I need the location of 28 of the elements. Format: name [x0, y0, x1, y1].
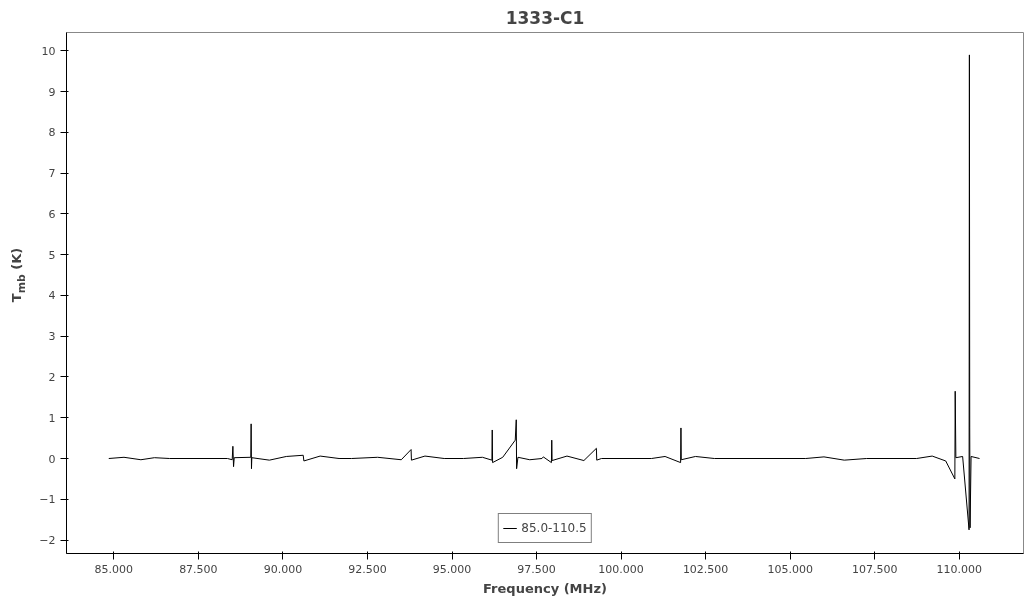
- line-series: [108, 54, 981, 531]
- x-tick-label: 95.000: [432, 562, 472, 576]
- y-tick-label: 0: [48, 452, 56, 466]
- x-tick-label: 107.500: [851, 562, 898, 576]
- chart-title: 1333-C1: [505, 7, 585, 28]
- y-tick-label: 6: [48, 207, 56, 221]
- y-tick-label: 2: [48, 370, 56, 384]
- y-tick-label: 10: [41, 44, 56, 58]
- y-tick-label: 5: [48, 248, 56, 262]
- x-tick-label: 87.500: [179, 562, 218, 576]
- x-tick-label: 100.000: [598, 562, 644, 576]
- x-tick-label: 90.000: [263, 562, 303, 576]
- y-tick-label: 3: [48, 330, 56, 344]
- x-tick-label: 105.000: [767, 562, 813, 576]
- y-tick-label: 9: [48, 85, 56, 99]
- y-tick-label: 7: [48, 167, 56, 181]
- y-tick-label: 1: [48, 411, 56, 425]
- x-axis-title: Frequency (MHz): [483, 580, 607, 596]
- y-tick-label: 4: [48, 289, 56, 303]
- x-tick-label: 97.500: [517, 562, 556, 576]
- y-tick-label: 8: [48, 126, 56, 140]
- y-tick-label: −2: [39, 534, 56, 548]
- y-tick-label: −1: [39, 493, 56, 507]
- x-tick-label: 110.000: [936, 562, 983, 576]
- x-tick-label: 92.500: [348, 562, 387, 576]
- legend-label: 85.0-110.5: [521, 521, 587, 535]
- x-tick-label: 102.500: [682, 562, 729, 576]
- x-tick-label: 85.000: [94, 562, 134, 576]
